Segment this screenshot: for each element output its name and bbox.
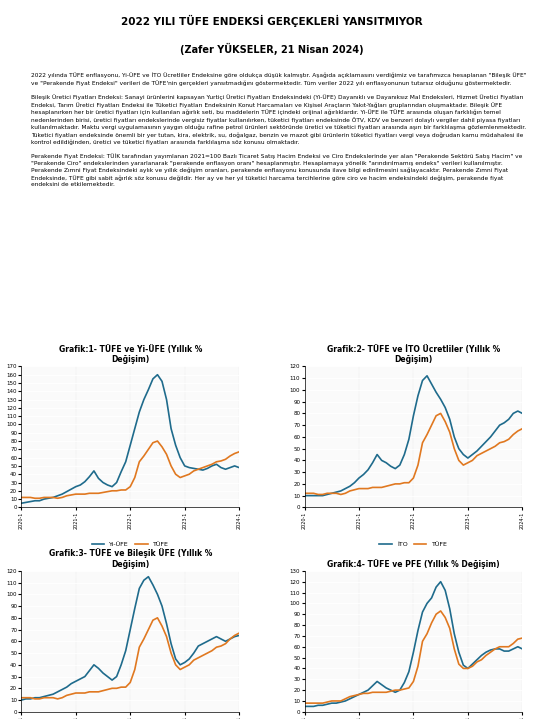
Legend: İTO, TÜFE: İTO, TÜFE xyxy=(377,539,450,549)
Title: Grafik:2- TÜFE ve İTO Ücretliler (Yıllık %
Değişim): Grafik:2- TÜFE ve İTO Ücretliler (Yıllık… xyxy=(327,345,500,365)
Text: (Zafer YÜKSELER, 21 Nisan 2024): (Zafer YÜKSELER, 21 Nisan 2024) xyxy=(180,42,364,55)
Text: 2022 YILI TÜFE ENDEKSİ GERÇEKLERİ YANSITMIYOR: 2022 YILI TÜFE ENDEKSİ GERÇEKLERİ YANSIT… xyxy=(121,15,423,27)
Text: 2022 yılında TÜFE enflasyonu, Yi-ÜFE ve İTO Ücretliler Endeksine göre oldukça dü: 2022 yılında TÜFE enflasyonu, Yi-ÜFE ve … xyxy=(31,73,527,188)
Legend: Yi-ÜFE, TÜFE: Yi-ÜFE, TÜFE xyxy=(90,539,171,549)
Title: Grafik:4- TÜFE ve PFE (Yıllık % Değişim): Grafik:4- TÜFE ve PFE (Yıllık % Değişim) xyxy=(327,559,500,569)
Title: Grafik:1- TÜFE ve Yi-ÜFE (Yıllık %
Değişim): Grafik:1- TÜFE ve Yi-ÜFE (Yıllık % Değiş… xyxy=(59,345,202,365)
Title: Grafik:3- TÜFE ve Bileşik ÜFE (Yıllık %
Değişim): Grafik:3- TÜFE ve Bileşik ÜFE (Yıllık % … xyxy=(49,549,212,569)
